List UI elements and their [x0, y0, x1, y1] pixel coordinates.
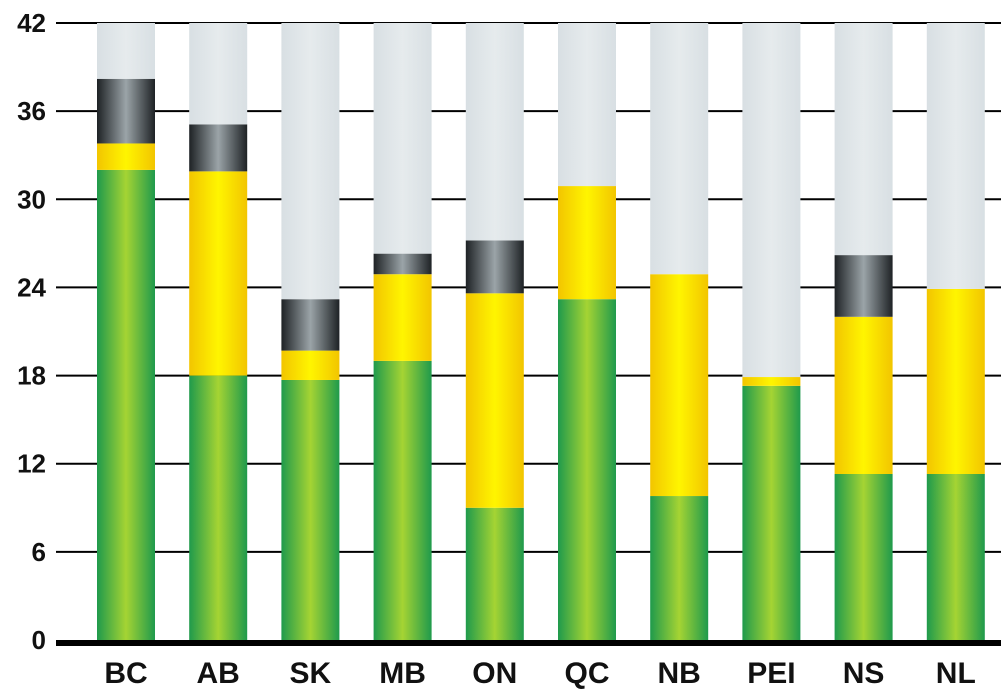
x-tick-label: NB	[658, 657, 701, 690]
bar-segment-yellow-ab	[189, 171, 248, 376]
bar-segment-gray-ns	[834, 23, 893, 256]
x-tick-label: QC	[565, 657, 610, 690]
bar-segment-gray-bc	[97, 23, 155, 79]
bar-segment-dark-ab	[189, 124, 248, 172]
y-tick-label: 30	[17, 184, 46, 214]
bar-segment-dark-ns	[834, 255, 893, 317]
bar-segment-green-qc	[558, 299, 616, 640]
bar-segment-yellow-mb	[373, 274, 432, 361]
x-tick-label: NS	[843, 657, 885, 690]
y-tick-label: 42	[17, 8, 46, 38]
bar-segment-yellow-ns	[834, 316, 893, 474]
x-tick-label: AB	[197, 657, 240, 690]
bar-segment-green-pei	[742, 385, 801, 640]
bar-segment-gray-qc	[558, 23, 616, 187]
x-tick-label: SK	[290, 657, 332, 690]
bar-segment-green-mb	[373, 360, 432, 640]
y-tick-label: 0	[32, 625, 46, 655]
bar-segment-yellow-sk	[281, 350, 340, 380]
x-tick-label: ON	[472, 657, 517, 690]
bar-segment-yellow-pei	[742, 377, 801, 386]
bar-segment-gray-on	[465, 23, 524, 241]
x-tick-label: BC	[104, 657, 147, 690]
bar-segment-dark-sk	[281, 299, 340, 351]
bar-segment-green-ab	[189, 375, 248, 640]
bar-segment-gray-nl	[926, 23, 985, 289]
bar-segment-green-sk	[281, 379, 340, 640]
x-tick-label: PEI	[747, 657, 795, 690]
y-tick-label: 24	[17, 272, 46, 302]
bar-segment-yellow-bc	[97, 143, 155, 170]
y-tick-label: 18	[17, 361, 46, 391]
bar-segment-yellow-qc	[558, 186, 616, 300]
bar-segment-yellow-on	[465, 293, 524, 508]
y-tick-label: 6	[32, 537, 46, 567]
bar-segment-gray-ab	[189, 23, 248, 125]
bar-segment-gray-mb	[373, 23, 432, 254]
bar-segment-green-nl	[926, 473, 985, 640]
y-tick-labels: 0 6 12 18 24 30 36 42	[17, 8, 46, 655]
bar-segment-green-bc	[97, 169, 155, 640]
bar-segment-yellow-nl	[926, 288, 985, 474]
x-tick-label: MB	[379, 657, 426, 690]
bar-segment-green-on	[465, 507, 524, 640]
x-tick-labels: BC AB SK MB ON QC NB PEI NS NL	[104, 657, 975, 690]
y-tick-label: 36	[17, 96, 46, 126]
bar-segment-dark-bc	[97, 78, 155, 144]
bar-segment-gray-pei	[742, 23, 801, 378]
bar-segment-yellow-nb	[650, 274, 709, 497]
bar-segment-green-nb	[650, 496, 709, 640]
bar-segment-green-ns	[834, 473, 893, 640]
bar-segment-gray-sk	[281, 23, 340, 300]
y-tick-label: 12	[17, 449, 46, 479]
bar-segment-dark-on	[465, 240, 524, 294]
x-tick-label: NL	[936, 657, 976, 690]
bars	[97, 23, 985, 640]
bar-segment-gray-nb	[650, 23, 709, 275]
bar-segment-dark-mb	[373, 253, 432, 275]
